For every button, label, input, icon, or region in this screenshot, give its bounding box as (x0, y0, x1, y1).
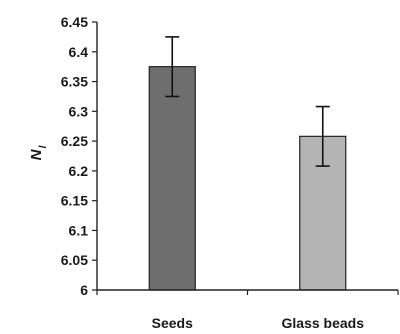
y-axis-label: N l (28, 145, 49, 160)
y-tick-label-3: 6.15 (61, 193, 88, 209)
y-tick-label-0: 6 (80, 282, 88, 298)
y-axis-label-subscript: l (38, 145, 49, 148)
y-tick-label-9: 6.45 (61, 14, 88, 30)
y-tick-label-6: 6.3 (69, 103, 89, 119)
bar-seeds (148, 66, 196, 291)
y-tick-label-5: 6.25 (61, 133, 88, 149)
y-tick-label-1: 6.05 (61, 252, 88, 268)
x-tick-label-1: Glass beads (282, 315, 365, 329)
y-tick-label-2: 6.1 (69, 222, 89, 238)
x-tick-label-0: Seeds (152, 315, 193, 329)
y-tick-label-8: 6.4 (69, 44, 89, 60)
y-tick-label-4: 6.2 (69, 163, 89, 179)
plot-area: Seeds Glass beads 6 6.05 6.1 6.15 6.2 6.25 6.3 6.… (61, 14, 399, 331)
y-tick-label-7: 6.35 (61, 74, 88, 90)
y-axis-label-main: N (28, 148, 45, 160)
